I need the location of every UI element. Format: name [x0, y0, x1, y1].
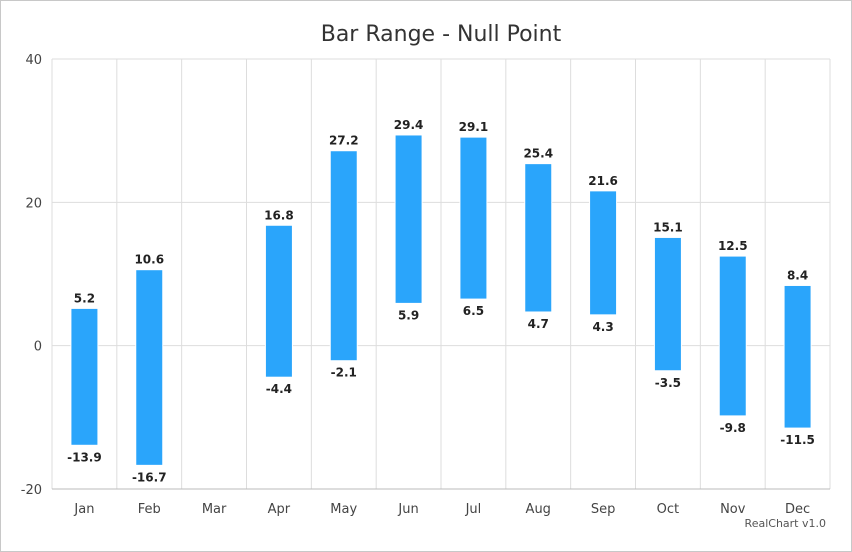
x-tick-label: Aug	[526, 502, 551, 517]
x-tick-label: Apr	[268, 502, 291, 517]
range-bar[interactable]	[653, 236, 682, 372]
x-tick-label: Jul	[465, 502, 482, 517]
high-value-label: 5.2	[74, 291, 95, 305]
range-bar[interactable]	[329, 150, 358, 362]
x-tick-label: Feb	[138, 502, 161, 517]
low-value-label: 4.3	[592, 320, 613, 334]
low-value-label: -2.1	[331, 366, 357, 380]
y-axis: -20 0 20 40	[21, 53, 42, 498]
high-value-label: 16.8	[264, 208, 294, 222]
high-value-label: 21.6	[588, 174, 618, 188]
x-tick-label: Sep	[591, 502, 616, 517]
low-value-label: -11.5	[780, 433, 815, 447]
range-bar[interactable]	[718, 255, 747, 417]
low-value-label: 5.9	[398, 308, 419, 322]
range-bar[interactable]	[135, 269, 164, 466]
x-tick-label: Jun	[397, 502, 418, 517]
x-axis: Jan Feb Mar Apr May Jun Jul Aug Sep Oct Nov Dec	[52, 488, 830, 517]
range-bar[interactable]	[589, 190, 618, 316]
high-value-label: 29.1	[459, 120, 489, 134]
x-tick-label: Mar	[202, 502, 227, 517]
y-tick-label: 40	[25, 53, 42, 68]
x-tick-label: May	[330, 502, 357, 517]
x-tick-label: Dec	[785, 502, 810, 517]
range-bar[interactable]	[264, 224, 293, 378]
low-value-label: 4.7	[528, 317, 549, 331]
x-tick-label: Nov	[720, 502, 746, 517]
low-value-label: -13.9	[67, 450, 102, 464]
credit-label: RealChart v1.0	[745, 517, 826, 530]
high-value-label: 8.4	[787, 268, 808, 282]
low-value-label: -16.7	[132, 470, 167, 484]
chart-title: Bar Range - Null Point	[321, 22, 562, 47]
grid	[51, 58, 831, 490]
range-bar[interactable]	[70, 307, 99, 446]
range-bar[interactable]	[459, 136, 488, 300]
low-value-label: -9.8	[720, 421, 746, 435]
low-value-label: 6.5	[463, 304, 484, 318]
high-value-label: 25.4	[523, 147, 553, 161]
high-value-label: 12.5	[718, 239, 748, 253]
low-value-label: -3.5	[655, 376, 681, 390]
x-tick-label: Oct	[657, 502, 679, 517]
high-value-label: 29.4	[394, 118, 424, 132]
low-value-label: -4.4	[266, 382, 292, 396]
high-value-label: 15.1	[653, 220, 683, 234]
y-tick-label: 20	[25, 196, 42, 211]
y-tick-label: -20	[21, 483, 42, 498]
high-value-label: 10.6	[134, 253, 164, 267]
range-bar[interactable]	[524, 163, 553, 313]
high-value-label: 27.2	[329, 134, 359, 148]
range-bar[interactable]	[394, 134, 423, 304]
y-tick-label: 0	[34, 340, 42, 355]
data-labels: 5.2 -13.9 10.6 -16.7 16.8 -4.4 27.2 -2.1 29.4 5.9…	[67, 118, 815, 484]
range-bar[interactable]	[783, 284, 812, 429]
bars	[70, 134, 812, 466]
x-tick-label: Jan	[73, 502, 94, 517]
